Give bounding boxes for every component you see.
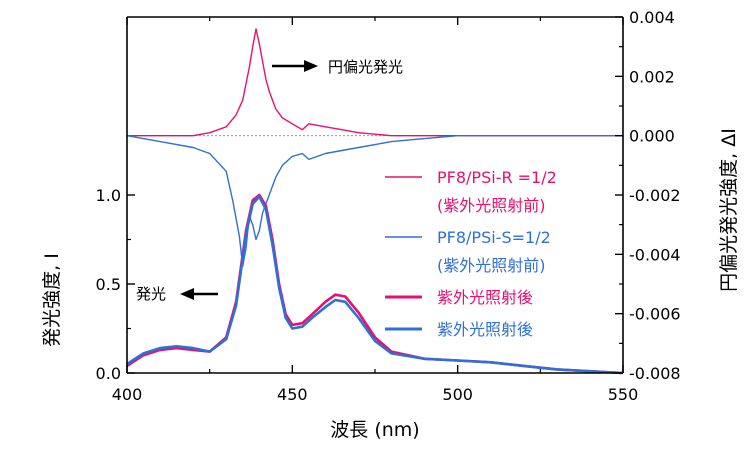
y-right-tick-label: 0.000 [629,127,675,146]
x-tick-label: 500 [442,385,473,404]
annotation-arrowhead-left [180,288,194,300]
y-left-tick-label: 0.0 [96,364,121,383]
x-tick-label: 550 [608,385,639,404]
y-axis-title-right: 円偏光発光強度, ΔI [718,128,740,292]
y-right-tick-label: 0.002 [629,67,675,86]
y-right-tick-label: -0.006 [629,305,681,324]
legend: PF8/PSi-R =1/2 (紫外光照射前) PF8/PSi-S=1/2 (紫外光照… [385,168,557,339]
legend-label-3: 紫外光照射後 [437,288,533,307]
series-line-1 [127,28,623,137]
x-axis-title: 波長 (nm) [330,419,419,441]
series-line-4 [126,195,624,375]
ticks: 400 450 500 550 0.0 0.5 1.0 -0.008 -0.006 -0.004 -… [96,8,681,404]
y-axis-title-left: 発光強度, I [41,253,63,347]
legend-label-4: 紫外光照射後 [437,320,533,339]
series-line-2 [126,135,623,267]
y-left-tick-label: 0.5 [96,275,121,294]
series-line-3 [126,193,624,375]
legend-label-1-line2: (紫外光照射前) [437,196,546,215]
plot-lines [126,28,624,375]
annotation-arrowhead-right [304,60,318,72]
legend-label-1: PF8/PSi-R =1/2 [437,168,557,187]
y-right-tick-label: -0.008 [629,364,681,383]
annotation-cpl-label: 円偏光発光 [328,58,403,76]
y-left-tick-label: 1.0 [96,186,121,205]
legend-label-2-line2: (紫外光照射前) [437,256,546,275]
x-tick-label: 450 [277,385,308,404]
y-right-tick-label: -0.004 [629,245,681,264]
y-right-tick-label: -0.002 [629,186,681,205]
x-tick-label: 400 [112,385,143,404]
y-right-tick-label: 0.004 [629,8,675,27]
annotation-emission-label: 発光 [136,285,166,303]
legend-label-2: PF8/PSi-S=1/2 [437,228,551,247]
